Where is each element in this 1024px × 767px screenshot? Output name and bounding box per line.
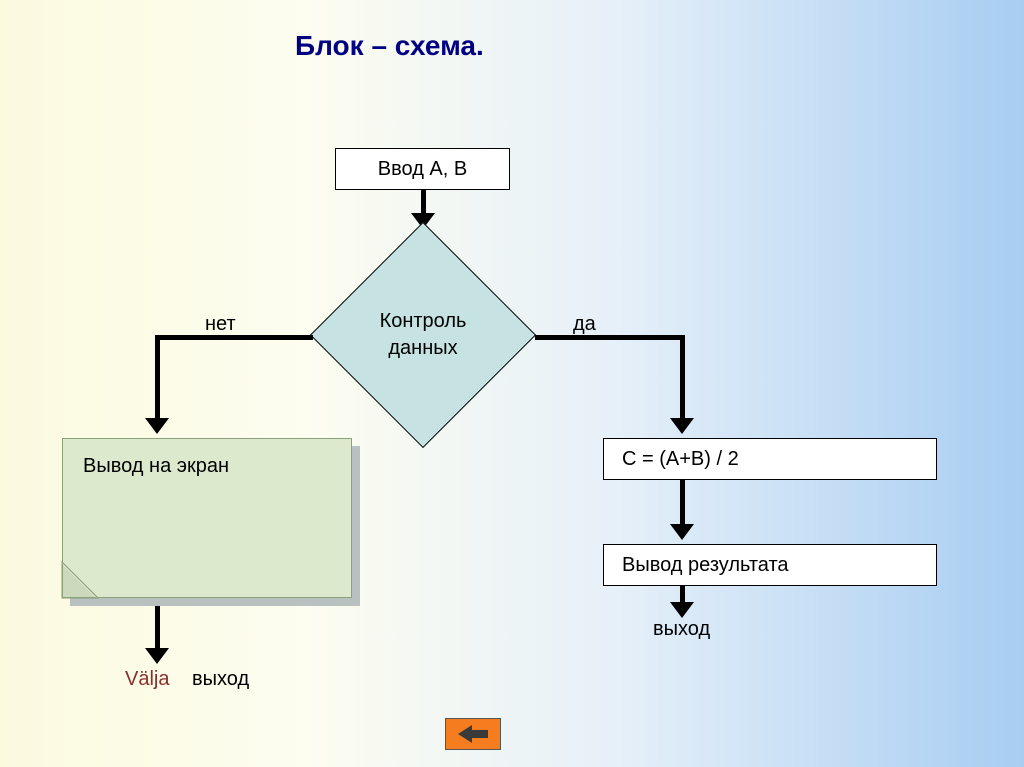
edge-formula-result	[680, 480, 685, 526]
node-formula-label: С = (А+В) / 2	[622, 448, 739, 471]
node-screen-output: Вывод на экран	[62, 438, 352, 598]
node-result-label: Вывод результата	[622, 554, 789, 577]
note-fold-edge	[62, 564, 96, 598]
flowchart-canvas: Блок – схема. Ввод А, В Контроль данных …	[0, 0, 1024, 767]
node-input: Ввод А, В	[335, 148, 510, 190]
edge-decision-right-h	[535, 335, 685, 340]
label-no: нет	[205, 313, 236, 336]
edge-decision-right-v	[680, 335, 685, 420]
edge-input-decision	[421, 190, 426, 215]
node-input-label: Ввод А, В	[378, 158, 467, 181]
page-title: Блок – схема.	[295, 30, 484, 62]
edge-decision-left-h	[155, 335, 313, 340]
note-body: Вывод на экран	[62, 438, 352, 598]
node-result: Вывод результата	[603, 544, 937, 586]
arrow-head-icon	[670, 418, 694, 434]
arrow-head-icon	[145, 418, 169, 434]
label-exit-left: выход	[192, 668, 249, 691]
edge-note-exit	[155, 606, 160, 650]
label-exit-right: выход	[653, 618, 710, 641]
back-button[interactable]	[445, 718, 501, 750]
node-decision-label: Контроль данных	[343, 255, 503, 415]
arrow-head-icon	[145, 648, 169, 664]
arrow-left-icon	[458, 725, 488, 743]
arrow-head-icon	[670, 602, 694, 618]
node-decision: Контроль данных	[343, 255, 503, 415]
label-exit-left-valja: Välja	[125, 668, 169, 691]
edge-decision-left-v	[155, 335, 160, 420]
arrow-head-icon	[670, 524, 694, 540]
node-formula: С = (А+В) / 2	[603, 438, 937, 480]
node-screen-output-label: Вывод на экран	[83, 455, 229, 477]
label-yes: да	[573, 313, 596, 336]
